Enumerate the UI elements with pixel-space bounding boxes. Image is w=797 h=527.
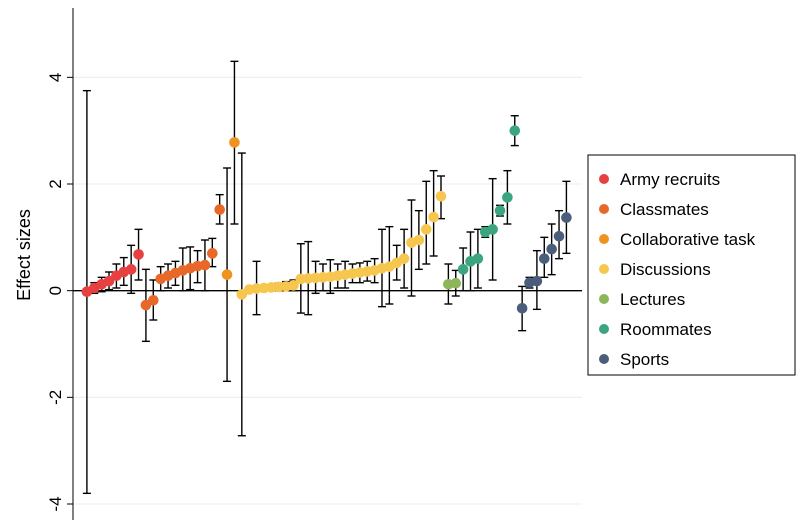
legend-swatch [599,174,609,184]
y-axis-title: Effect sizes [14,209,34,301]
data-point [531,275,543,287]
legend-swatch [599,264,609,274]
y-tick-label: 0 [46,286,65,295]
legend-swatch [599,294,609,304]
legend-swatch [599,354,609,364]
data-point [561,212,572,223]
legend-label: Collaborative task [620,230,756,249]
error-bar [407,199,416,297]
gridlines [73,76,582,505]
data-point [457,264,469,275]
legend-item: Sports [599,350,669,369]
legend: Army recruits Classmates Collaborative tas… [587,154,796,376]
legend-label: Sports [620,350,669,369]
error-bar [422,180,431,265]
data-point [553,230,565,242]
data-point [538,253,550,264]
data-point [546,243,557,255]
legend-item: Discussions [599,260,711,279]
data-point [125,264,137,275]
data-point [494,205,506,216]
data-point [413,234,425,246]
legend-item: Army recruits [599,170,720,189]
legend-box [587,154,796,376]
data-point [435,190,447,202]
legend-label: Army recruits [620,170,720,189]
legend-label: Classmates [620,200,709,219]
data-point [103,275,115,287]
y-tick-label: 2 [46,179,65,188]
data-point [420,224,432,235]
data-point [450,277,462,289]
data-point [221,269,233,280]
legend-swatch [599,234,609,244]
legend-label: Lectures [620,290,685,309]
data-point [509,125,521,136]
data-point [288,280,299,291]
data-point [428,211,439,223]
y-axis-ticks: -4 -2 0 2 4 [46,73,73,512]
y-tick-label: -4 [46,496,65,511]
legend-item: Classmates [599,200,709,219]
data-point [487,224,498,235]
data-point [207,248,218,259]
y-tick-label: 4 [46,73,65,82]
legend-item: Lectures [599,290,685,309]
y-tick-label: -2 [46,390,65,405]
data-point [214,204,225,215]
legend-swatch [599,204,609,214]
legend-item: Collaborative task [599,230,756,249]
legend-swatch [599,324,609,334]
legend-item: Roommates [599,320,712,339]
legend-label: Discussions [620,260,711,279]
data-point [472,253,484,264]
data-point [229,137,240,148]
data-point [516,302,528,314]
data-points [81,125,572,314]
data-point [133,249,144,260]
data-point [147,294,159,306]
legend-label: Roommates [620,320,712,339]
data-point [398,253,410,264]
data-point [502,192,513,203]
data-point [199,259,211,271]
